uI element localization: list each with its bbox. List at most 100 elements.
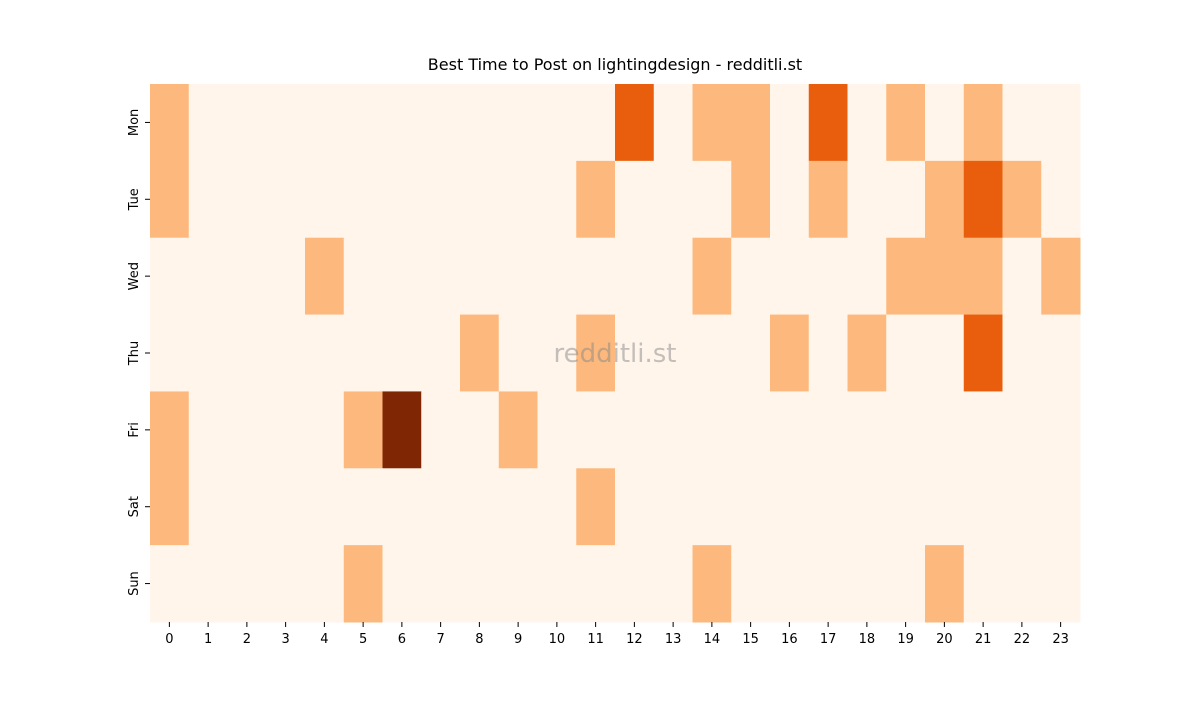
x-tick-label: 13 xyxy=(665,632,682,647)
heat-cell xyxy=(653,545,693,623)
heat-cell xyxy=(227,468,267,546)
heat-cell xyxy=(692,314,732,392)
heat-cell xyxy=(498,391,538,469)
heat-cell xyxy=(1002,468,1042,546)
heat-cell xyxy=(537,160,577,239)
heat-cell xyxy=(1002,391,1042,469)
heat-cell xyxy=(150,160,190,239)
x-tick-label: 9 xyxy=(514,632,522,647)
heat-cell xyxy=(925,314,965,392)
x-tick-label: 20 xyxy=(936,632,953,647)
heat-cell xyxy=(460,391,500,469)
heat-cell xyxy=(382,545,422,623)
heat-cell xyxy=(382,391,422,469)
heat-cell xyxy=(963,84,1003,162)
heat-cell xyxy=(266,468,306,546)
y-tick-label: Fri xyxy=(127,422,142,438)
heat-cell xyxy=(963,468,1003,546)
heat-cell xyxy=(808,160,848,239)
x-tick-label: 15 xyxy=(742,632,759,647)
heat-cell xyxy=(537,84,577,162)
heat-cell xyxy=(615,545,655,623)
x-tick-label: 4 xyxy=(320,632,328,647)
heat-cell xyxy=(537,468,577,546)
heat-cell xyxy=(266,160,306,239)
x-tick-label: 22 xyxy=(1014,632,1031,647)
heat-cell xyxy=(150,314,190,392)
heat-cell xyxy=(653,160,693,239)
heat-cell xyxy=(343,468,383,546)
x-tick-label: 1 xyxy=(204,632,212,647)
heat-cell xyxy=(1041,391,1081,469)
heat-cell xyxy=(692,160,732,239)
heat-cell xyxy=(266,391,306,469)
heat-cell xyxy=(576,468,616,546)
heat-cell xyxy=(1002,237,1042,316)
heat-cell xyxy=(886,84,926,162)
heat-cell xyxy=(1002,314,1042,392)
heat-cell xyxy=(266,545,306,623)
x-tick-label: 6 xyxy=(398,632,406,647)
x-tick-label: 3 xyxy=(281,632,289,647)
heat-cell xyxy=(343,160,383,239)
heat-cell xyxy=(886,314,926,392)
heat-cell xyxy=(498,84,538,162)
heat-cell xyxy=(188,468,228,546)
heat-cell xyxy=(305,237,345,316)
x-tick-label: 16 xyxy=(781,632,798,647)
heat-cell xyxy=(731,314,771,392)
heat-cell xyxy=(188,545,228,623)
heat-cell xyxy=(537,391,577,469)
y-tick-label: Sat xyxy=(127,496,142,517)
heat-cell xyxy=(770,314,810,392)
heat-cell xyxy=(576,314,616,392)
heat-cell xyxy=(305,545,345,623)
heat-cell xyxy=(1041,545,1081,623)
heat-cell xyxy=(382,160,422,239)
chart-title: Best Time to Post on lightingdesign - re… xyxy=(428,55,802,74)
heat-cell xyxy=(731,545,771,623)
x-tick-label: 14 xyxy=(704,632,721,647)
heat-cell xyxy=(227,84,267,162)
heat-cell xyxy=(421,160,461,239)
heat-cell xyxy=(731,160,771,239)
heat-cell xyxy=(576,160,616,239)
heat-cell xyxy=(808,468,848,546)
heat-cell xyxy=(150,391,190,469)
heat-cell xyxy=(576,237,616,316)
x-tick-label: 17 xyxy=(820,632,837,647)
heat-cell xyxy=(343,391,383,469)
watermark: redditli.st xyxy=(554,339,677,369)
heat-cell xyxy=(847,545,887,623)
heat-cell xyxy=(808,314,848,392)
heat-cell xyxy=(421,237,461,316)
heat-cell xyxy=(886,160,926,239)
heat-cell xyxy=(963,391,1003,469)
heat-cell xyxy=(227,160,267,239)
heat-cell xyxy=(227,391,267,469)
heat-cell xyxy=(537,237,577,316)
heat-cell xyxy=(925,391,965,469)
heat-cell xyxy=(963,237,1003,316)
heat-cell xyxy=(692,545,732,623)
heat-cell xyxy=(305,84,345,162)
x-tick-label: 12 xyxy=(626,632,643,647)
heat-cell xyxy=(460,545,500,623)
heat-cell xyxy=(692,468,732,546)
heat-cell xyxy=(1002,84,1042,162)
heat-cell xyxy=(653,468,693,546)
heat-cell xyxy=(770,160,810,239)
heat-cell xyxy=(537,314,577,392)
heat-cell xyxy=(886,545,926,623)
heat-cell xyxy=(266,84,306,162)
heat-cell xyxy=(770,391,810,469)
heat-cell xyxy=(227,314,267,392)
heat-cell xyxy=(963,314,1003,392)
heat-cell xyxy=(886,468,926,546)
heat-cell xyxy=(266,237,306,316)
heat-cell xyxy=(1041,237,1081,316)
heat-cell xyxy=(692,391,732,469)
x-tick-label: 7 xyxy=(436,632,444,647)
heat-cell xyxy=(615,160,655,239)
x-tick-label: 11 xyxy=(587,632,604,647)
